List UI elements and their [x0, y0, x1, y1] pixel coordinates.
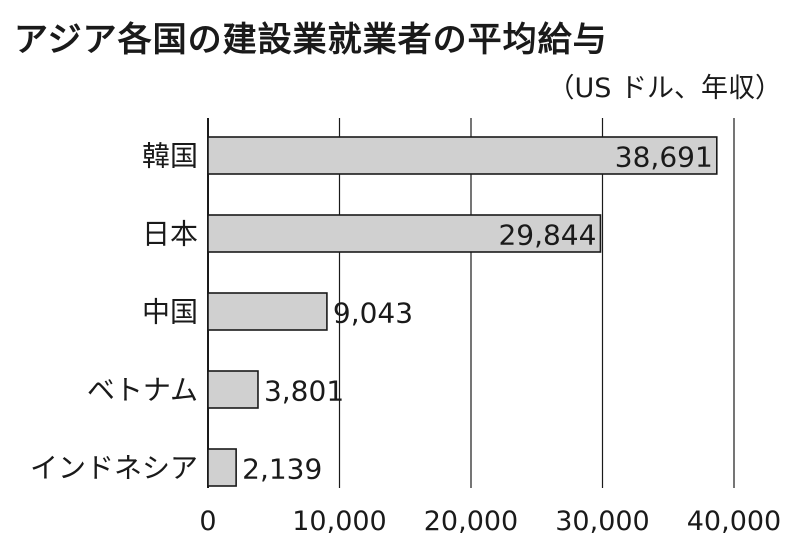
value-label: 9,043 [333, 297, 413, 330]
value-label: 2,139 [242, 453, 322, 486]
value-label: 3,801 [264, 375, 344, 408]
category-label: 中国 [142, 296, 198, 329]
category-label: 韓国 [142, 140, 198, 173]
x-tick-label: 0 [199, 506, 216, 537]
chart-title: アジア各国の建設業就業者の平均給与 [14, 20, 608, 60]
unit-label: （US ドル、年収） [547, 73, 782, 104]
x-tick-label: 20,000 [424, 506, 518, 537]
x-tick-label: 30,000 [555, 506, 649, 537]
category-label: 日本 [142, 218, 198, 251]
value-label: 38,691 [615, 141, 713, 174]
bar [207, 214, 602, 253]
bar [207, 448, 237, 487]
bar [207, 292, 328, 331]
x-tick-label: 10,000 [292, 506, 386, 537]
bar [207, 370, 259, 409]
category-label: ベトナム [87, 374, 198, 407]
category-label: インドネシア [30, 452, 198, 485]
value-label: 29,844 [498, 219, 596, 252]
bar [207, 136, 718, 175]
x-tick-label: 40,000 [687, 506, 781, 537]
